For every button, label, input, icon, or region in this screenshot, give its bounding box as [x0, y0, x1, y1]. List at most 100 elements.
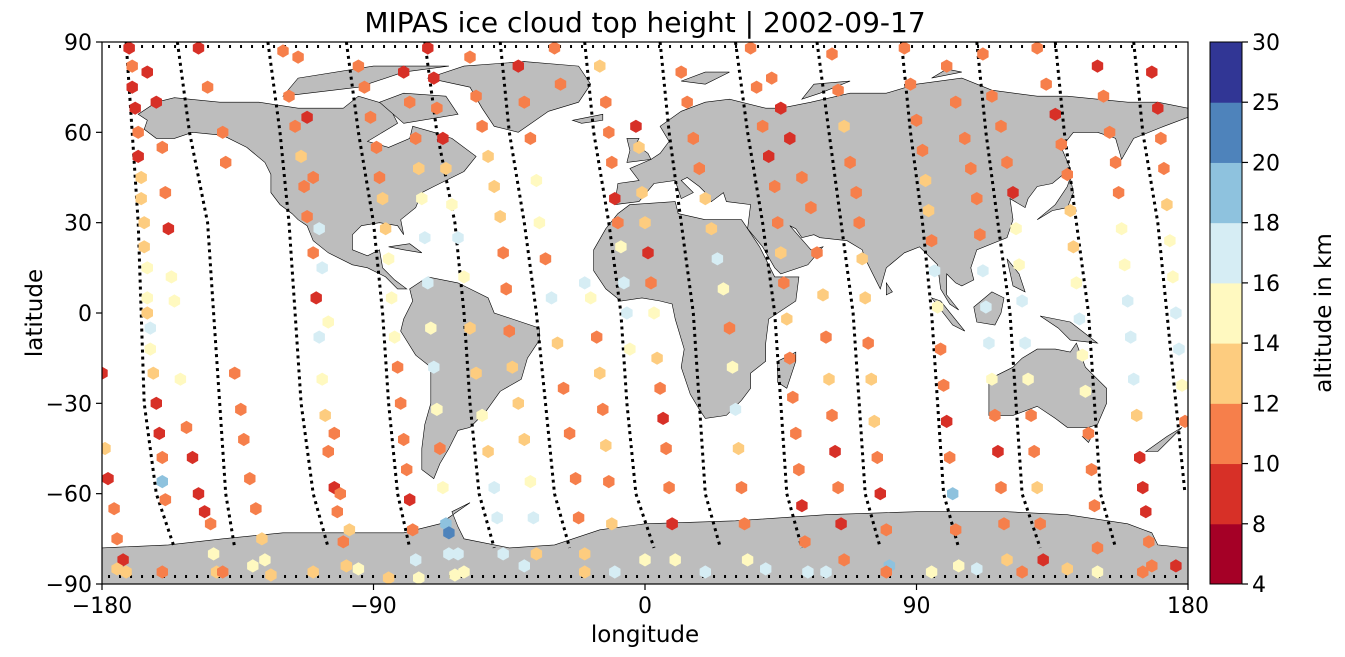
data-point	[862, 336, 874, 350]
data-point	[428, 71, 440, 85]
data-point	[817, 288, 829, 302]
data-point	[512, 59, 524, 73]
data-point	[675, 65, 687, 79]
data-point	[301, 210, 313, 224]
data-point	[458, 270, 470, 284]
data-point	[639, 216, 651, 230]
data-point	[159, 493, 172, 507]
data-point	[959, 131, 971, 145]
data-point	[802, 565, 814, 579]
data-point	[102, 441, 111, 456]
data-point	[135, 192, 147, 206]
data-point	[636, 186, 648, 200]
data-point	[1112, 186, 1125, 200]
data-point	[594, 366, 606, 380]
data-point	[796, 170, 808, 185]
colorbar-bin	[1210, 162, 1242, 224]
data-point	[904, 77, 917, 91]
data-point	[1146, 559, 1158, 573]
data-point	[1109, 155, 1122, 169]
data-point	[404, 493, 416, 507]
data-point	[340, 559, 353, 573]
data-point	[618, 276, 630, 290]
data-point	[470, 89, 482, 103]
data-point	[947, 487, 959, 501]
data-point	[591, 330, 603, 344]
data-point	[111, 532, 123, 546]
data-point	[880, 523, 892, 537]
data-point	[111, 562, 123, 576]
data-point	[147, 366, 159, 380]
data-point	[741, 553, 754, 567]
data-point	[1016, 565, 1028, 579]
data-point	[141, 261, 153, 275]
data-point	[820, 565, 832, 579]
data-point	[919, 173, 932, 188]
data-point	[651, 351, 663, 365]
data-point	[826, 408, 838, 422]
data-point	[186, 450, 199, 465]
data-point	[180, 420, 193, 434]
data-point	[563, 426, 576, 440]
data-point	[1167, 270, 1179, 284]
data-point	[1010, 222, 1022, 236]
data-point	[530, 547, 543, 561]
colorbar-tick-label: 18	[1252, 212, 1280, 237]
data-point	[654, 381, 666, 395]
data-point	[642, 246, 654, 260]
data-point	[977, 47, 989, 61]
data-point	[476, 119, 488, 133]
data-point	[138, 216, 150, 230]
data-point	[805, 201, 817, 215]
data-point	[364, 110, 377, 124]
data-point	[639, 553, 651, 567]
data-point	[370, 140, 383, 154]
data-point	[1037, 553, 1049, 567]
x-tick-label: −90	[350, 594, 396, 619]
colorbar-tick-label: 4	[1252, 573, 1266, 598]
data-point	[470, 366, 482, 380]
land-cuba	[388, 243, 422, 254]
data-point	[437, 131, 449, 145]
data-point	[135, 170, 147, 185]
data-point	[937, 378, 950, 392]
data-point	[992, 444, 1004, 459]
land-baffin	[378, 92, 459, 124]
data-point	[1049, 107, 1061, 121]
data-point	[394, 396, 407, 410]
data-point	[328, 426, 340, 440]
data-point	[497, 547, 509, 561]
data-point	[832, 83, 844, 97]
data-point	[775, 101, 787, 115]
data-point	[811, 246, 823, 260]
data-point	[132, 149, 144, 163]
data-point	[793, 463, 805, 477]
data-point	[431, 402, 443, 416]
data-point	[307, 246, 319, 260]
data-point	[1146, 65, 1158, 79]
data-point	[1152, 101, 1164, 115]
data-point	[410, 131, 422, 145]
data-point	[458, 565, 470, 579]
x-tick-label: 0	[638, 594, 652, 619]
land-eurasia	[614, 77, 1188, 311]
data-point	[425, 321, 437, 335]
data-point	[1055, 137, 1067, 151]
data-point	[931, 300, 944, 314]
data-point	[609, 565, 621, 579]
data-point	[986, 89, 998, 103]
data-point	[1082, 426, 1095, 440]
chart-title: MIPAS ice cloud top height | 2002-09-17	[364, 6, 925, 39]
colorbar-tick-label: 12	[1252, 392, 1280, 417]
data-point	[769, 179, 781, 194]
data-point	[998, 517, 1010, 531]
colorbar-tick-label: 16	[1252, 272, 1280, 297]
colorbar-bin	[1210, 343, 1242, 404]
data-point	[953, 559, 965, 573]
data-point	[295, 149, 307, 163]
data-point	[1022, 372, 1034, 386]
satellite-track	[734, 42, 804, 549]
data-point	[322, 315, 334, 329]
data-point	[192, 487, 205, 501]
data-point	[693, 161, 705, 176]
